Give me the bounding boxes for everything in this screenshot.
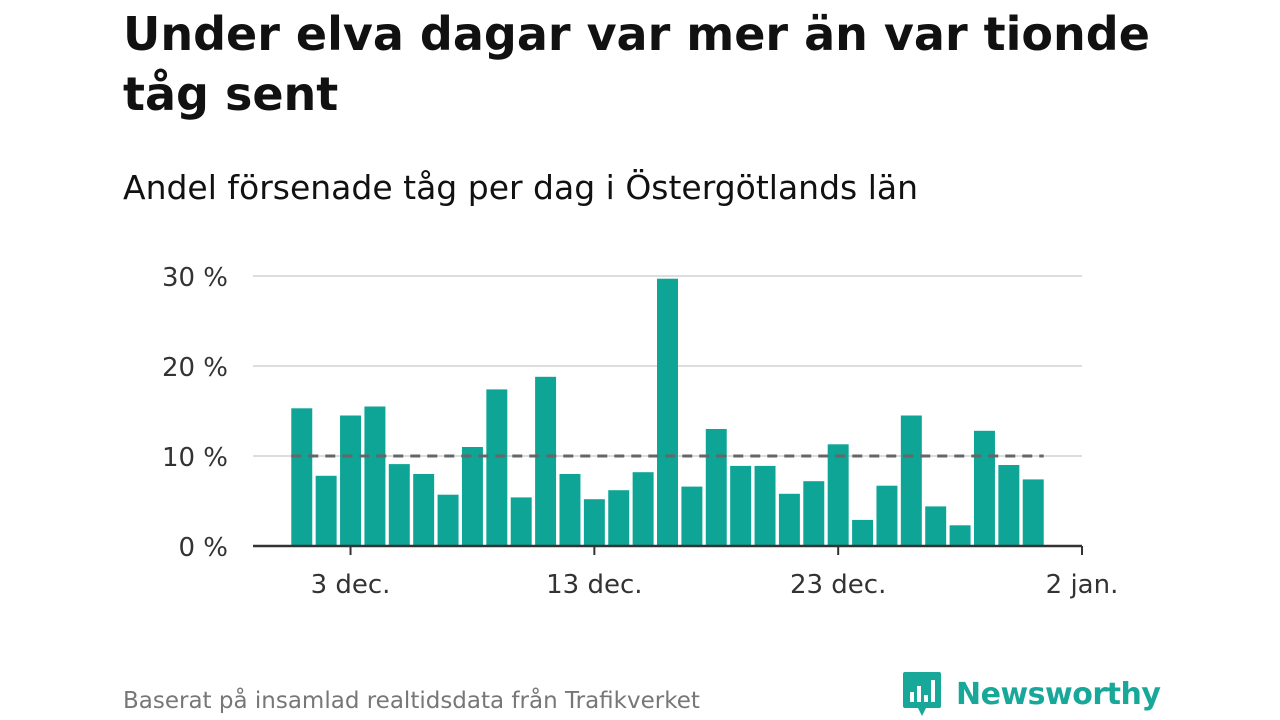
bar — [388, 464, 410, 546]
bar — [486, 389, 508, 546]
bar — [364, 406, 386, 546]
bar-chart: 0 % 10 % 20 % 30 % 3 dec. 13 dec. 23 dec. 2 ja… — [162, 263, 1119, 600]
x-tick-label: 3 dec. — [311, 570, 391, 600]
bar — [657, 278, 678, 546]
bar — [730, 465, 752, 546]
source-note: Baserat på insamlad realtidsdata från Tr… — [123, 688, 700, 714]
brand-name: Newsworthy — [956, 676, 1161, 712]
bar — [754, 465, 776, 546]
y-tick-label: 30 % — [162, 263, 228, 293]
bar — [1022, 479, 1044, 546]
bar — [681, 486, 703, 546]
bar — [437, 494, 459, 546]
bar — [559, 474, 581, 546]
bar — [900, 415, 922, 546]
bar — [535, 376, 557, 546]
x-tick-label: 23 dec. — [790, 570, 886, 600]
bar — [778, 493, 800, 546]
bars — [291, 278, 1044, 546]
y-tick-label: 10 % — [162, 443, 228, 473]
y-axis-ticks: 0 % 10 % 20 % 30 % — [162, 263, 228, 563]
bar — [413, 474, 435, 546]
x-axis-ticks: 3 dec. 13 dec. 23 dec. 2 jan. — [311, 546, 1119, 600]
bar — [461, 447, 483, 546]
y-tick-label: 20 % — [162, 353, 228, 383]
bar — [925, 506, 947, 546]
bar-chart-logo-icon — [903, 672, 941, 716]
x-tick-label: 2 jan. — [1046, 570, 1119, 600]
bar — [632, 472, 654, 546]
bar — [340, 415, 362, 546]
bar — [973, 430, 995, 546]
bar — [583, 499, 605, 546]
x-tick-label: 13 dec. — [546, 570, 642, 600]
bar — [608, 490, 630, 546]
bar — [315, 475, 337, 546]
chart-subtitle: Andel försenade tåg per dag i Östergötla… — [123, 168, 919, 207]
bar — [852, 519, 874, 546]
bar — [998, 465, 1020, 546]
bar — [803, 481, 825, 546]
bar — [949, 525, 971, 546]
y-tick-label: 0 % — [178, 533, 228, 563]
chart-title: Under elva dagar var mer än var tionde t… — [123, 7, 1150, 121]
bar — [291, 408, 313, 546]
bar — [705, 429, 727, 546]
bar — [510, 497, 532, 546]
bar — [876, 485, 898, 546]
bar — [827, 444, 849, 546]
brand-logo[interactable]: Newsworthy — [902, 670, 1161, 718]
